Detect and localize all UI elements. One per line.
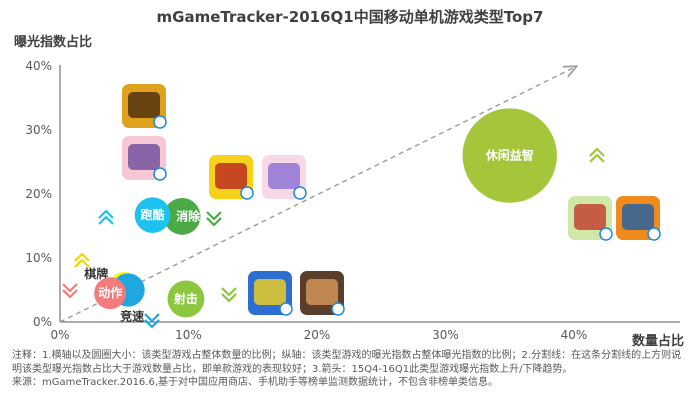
bubble-circle <box>94 277 127 310</box>
notes-line-2: 来源：mGameTracker.2016.6,基于对中国应用商店、手机助手等榜单… <box>12 377 499 388</box>
chart-notes: 注释：1.横轴以及圆圈大小：该类型游戏占整体数量的比例；纵轴：该类型游戏的曝光指… <box>12 349 690 390</box>
bubble-休闲益智: 休闲益智 <box>462 108 557 203</box>
trend-down-icon <box>62 283 78 299</box>
bubble-label: 消除 <box>176 208 201 223</box>
chart-title: mGameTracker-2016Q1中国移动单机游戏类型Top7 <box>157 8 544 26</box>
trend-down-icon <box>221 287 237 303</box>
bubble-circle <box>134 197 171 233</box>
notes-line-1: 注释：1.横轴以及圆圈大小：该类型游戏占整体数量的比例；纵轴：该类型游戏的曝光指… <box>12 350 682 375</box>
bubble-circle <box>167 280 205 318</box>
x-axis-title: 数量占比 <box>632 333 684 349</box>
temple-run-icon <box>122 84 167 129</box>
trend-up-icon <box>98 209 114 225</box>
bubble-label: 竞速 <box>120 309 144 324</box>
bubble-circle <box>163 197 201 235</box>
game-icons <box>122 84 661 316</box>
trend-down-icon <box>144 313 160 329</box>
bubble-label: 休闲益智 <box>485 148 534 163</box>
y-tick-label: 10% <box>25 251 52 265</box>
bunny-icon <box>262 155 307 200</box>
bubble-动作: 动作 <box>94 277 127 310</box>
bubble-消除: 消除 <box>163 197 201 235</box>
sniper-icon <box>300 271 345 316</box>
x-tick-label: 10% <box>175 328 202 342</box>
bubble-label: 射击 <box>173 291 198 306</box>
fruit-ninja-icon <box>568 196 613 241</box>
bubble-跑酷: 跑酷 <box>134 197 171 233</box>
x-tick-label: 20% <box>304 328 331 342</box>
y-tick-label: 0% <box>33 315 52 329</box>
trend-down-icon <box>206 211 222 227</box>
anime-girl-icon <box>122 136 167 181</box>
x-tick-label: 30% <box>432 328 459 342</box>
chick-match-icon <box>209 155 254 200</box>
x-tick-label: 40% <box>561 328 588 342</box>
trend-arrows <box>62 147 605 329</box>
bubble-label: 动作 <box>98 285 122 300</box>
y-tick-label: 30% <box>25 123 52 137</box>
y-tick-label: 20% <box>25 187 52 201</box>
trend-up-icon <box>74 252 90 268</box>
dividing-line <box>59 67 575 323</box>
x-tick-label: 0% <box>50 328 69 342</box>
bubble-label: 跑酷 <box>141 207 165 222</box>
fish-hd-icon <box>616 196 661 241</box>
y-axis-title: 曝光指数占比 <box>14 34 92 50</box>
ticks: 0%0% 10% 10% 20% 20% 30% 30% 40% 40% <box>25 59 587 342</box>
bubble-射击: 射击 <box>167 280 205 318</box>
bubble-circle <box>462 108 557 203</box>
trend-up-icon <box>589 147 605 163</box>
y-tick-label: 40% <box>25 59 52 73</box>
bubble-label: 棋牌 <box>84 266 108 281</box>
flying-squad-icon <box>248 271 293 316</box>
